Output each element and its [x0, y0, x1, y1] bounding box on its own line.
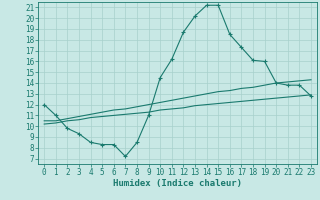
X-axis label: Humidex (Indice chaleur): Humidex (Indice chaleur) — [113, 179, 242, 188]
